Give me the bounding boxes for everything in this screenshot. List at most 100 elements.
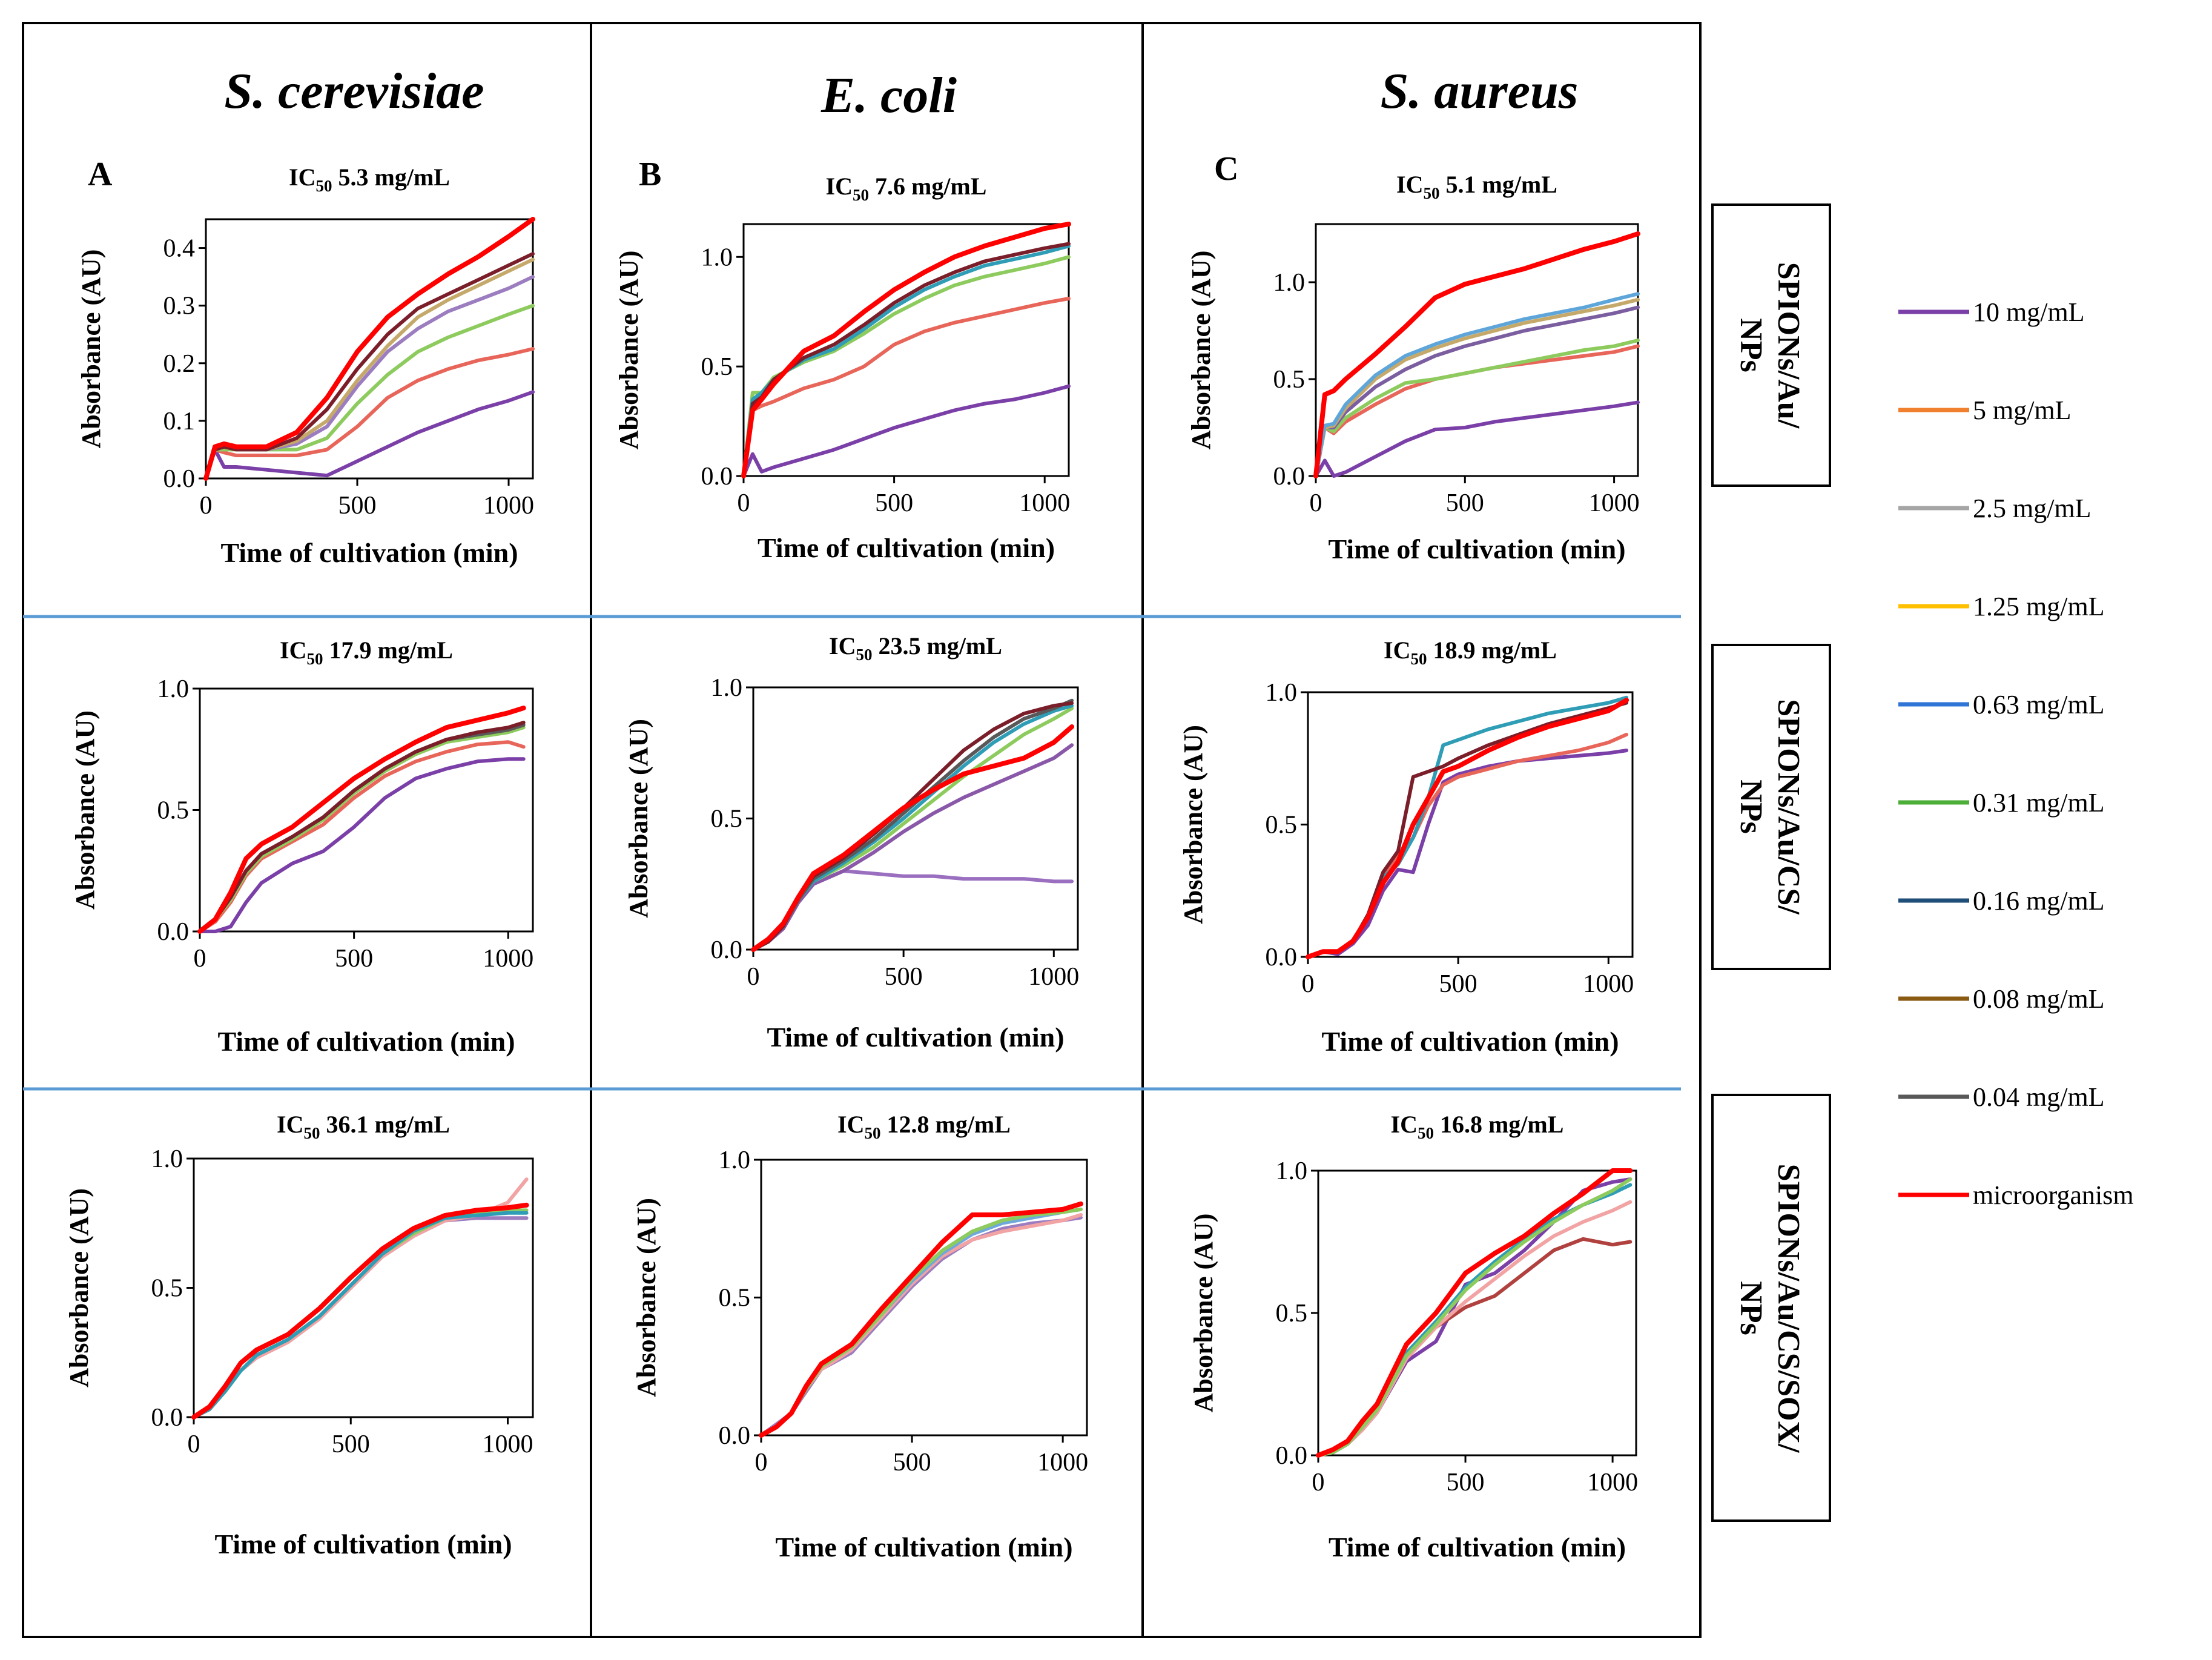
y-tick-label: 0.5	[701, 353, 733, 381]
y-axis-label: Absorbance (AU)	[614, 251, 644, 450]
x-tick-label: 500	[1439, 970, 1477, 998]
ic50-value: 36.1 mg/mL	[320, 1111, 450, 1138]
y-tick-label: 0.0	[701, 463, 733, 491]
ic50-subscript: 50	[1418, 1124, 1434, 1142]
x-tick-label: 0	[755, 1449, 768, 1476]
y-axis-label: Absorbance (AU)	[632, 1198, 661, 1397]
legend-entry: 0.08 mg/mL	[1898, 984, 2105, 1014]
outer-border	[22, 22, 1702, 1638]
chart-a2: IC50 17.9 mg/mL 0.0 0.5 1.0 0 500 1000 Time of …	[70, 637, 534, 1057]
chart-c2: IC50 18.9 mg/mL 0.0 0.5 1.0 0 500 1000 Time of …	[1178, 637, 1634, 1057]
np-label-frame	[1711, 203, 1831, 487]
series-line	[192, 1211, 529, 1419]
x-axis-label: Time of cultivation (min)	[1329, 1532, 1626, 1562]
ic50-subscript: 50	[304, 1124, 320, 1142]
ic50-subscript: 50	[316, 177, 332, 195]
series-line	[741, 222, 1071, 478]
ic50-label: IC	[1384, 637, 1410, 664]
chart-title: IC50 16.8 mg/mL	[1391, 1111, 1564, 1142]
ic50-label: IC	[837, 1111, 864, 1138]
x-tick-label: 500	[335, 945, 373, 973]
x-tick-label: 1000	[1019, 489, 1070, 517]
np-label-line-1: SPIONs/Au/CS/SOX/	[1771, 1164, 1806, 1453]
ic50-label: IC	[277, 1111, 303, 1138]
y-tick-label: 0.0	[163, 465, 196, 493]
ic50-label: IC	[826, 173, 853, 200]
series-line	[192, 1208, 529, 1419]
legend-entry: 0.16 mg/mL	[1898, 886, 2105, 916]
y-tick-label: 0.4	[163, 235, 196, 263]
y-tick-label: 0.0	[1266, 944, 1298, 971]
y-axis-label: Absorbance (AU)	[64, 1188, 94, 1387]
series-line	[742, 297, 1071, 478]
ic50-value: 16.8 mg/mL	[1434, 1111, 1563, 1138]
x-tick-label: 500	[885, 963, 923, 991]
y-tick-label: 0.0	[1273, 463, 1306, 491]
ic50-subscript: 50	[307, 650, 323, 668]
x-tick-label: 1000	[483, 1430, 533, 1458]
legend-label: 0.08 mg/mL	[1973, 984, 2105, 1014]
x-tick-label: 500	[1446, 489, 1484, 517]
ic50-label: IC	[829, 632, 856, 660]
legend-entry: microorganism	[1898, 1180, 2134, 1210]
series-line	[198, 740, 526, 933]
ic50-value: 18.9 mg/mL	[1427, 637, 1557, 664]
x-tick-label: 500	[338, 492, 377, 520]
x-axis-label: Time of cultivation (min)	[775, 1532, 1072, 1562]
np-label-line-1: SPIONs/Au/	[1771, 262, 1806, 429]
y-tick-label: 0.0	[1276, 1442, 1308, 1470]
x-tick-label: 0	[1312, 1469, 1325, 1496]
series-line	[751, 706, 1074, 951]
legend-label: 5 mg/mL	[1973, 395, 2072, 425]
y-axis-label: Absorbance (AU)	[624, 719, 653, 918]
np-label-frame	[1711, 644, 1831, 970]
x-axis-label: Time of cultivation (min)	[1321, 1026, 1619, 1057]
chart-title: IC50 5.3 mg/mL	[289, 164, 450, 195]
legend-label: 0.04 mg/mL	[1973, 1082, 2105, 1112]
y-tick-label: 0.3	[163, 293, 196, 320]
x-tick-label: 1000	[1037, 1449, 1088, 1476]
ic50-subscript: 50	[856, 646, 873, 664]
series-line	[751, 743, 1074, 951]
ic50-subscript: 50	[1424, 184, 1440, 202]
y-axis-label: Absorbance (AU)	[1189, 1214, 1218, 1413]
np-label-frame	[1711, 1094, 1831, 1522]
x-tick-label: 0	[1310, 489, 1322, 517]
y-axis-label: Absorbance (AU)	[76, 250, 106, 449]
organism-title-s-cerevisiae: S. cerevisiae	[224, 63, 484, 119]
series-line	[204, 390, 535, 480]
ic50-subscript: 50	[1411, 650, 1427, 668]
chart-grid: IC50 5.3 mg/mL0.00.10.20.30.40 500 1000Tim…	[64, 164, 1640, 1562]
ic50-value: 7.6 mg/mL	[869, 173, 986, 200]
series-line	[197, 706, 526, 934]
y-axis-label: Absorbance (AU)	[70, 710, 100, 910]
plot-area	[1307, 691, 1634, 958]
y-tick-label: 0.0	[711, 936, 743, 964]
series-line	[1306, 732, 1629, 959]
x-axis-label: Time of cultivation (min)	[767, 1022, 1064, 1053]
ic50-label: IC	[1396, 171, 1423, 198]
ic50-value: 12.8 mg/mL	[881, 1111, 1011, 1138]
legend-label: 0.63 mg/mL	[1973, 690, 2105, 719]
legend-entry: 10 mg/mL	[1898, 297, 2085, 327]
ic50-value: 5.1 mg/mL	[1440, 171, 1557, 198]
x-tick-label: 1000	[1589, 489, 1640, 517]
chart-title: IC50 17.9 mg/mL	[280, 637, 453, 668]
chart-title: IC50 12.8 mg/mL	[837, 1111, 1011, 1142]
panel-letter-c: C	[1214, 150, 1238, 188]
np-label-box-1: SPIONs/Au/ NPs	[1711, 203, 1831, 487]
series-line	[1306, 695, 1629, 959]
ic50-subscript: 50	[865, 1124, 881, 1142]
x-axis-label: Time of cultivation (min)	[217, 1026, 515, 1057]
panel-letter-b: B	[639, 156, 661, 193]
series-line	[204, 303, 535, 480]
organism-title-s-aureus: S. aureus	[1381, 63, 1579, 119]
figure-frame	[22, 22, 1702, 1638]
y-tick-label: 0.2	[163, 350, 196, 378]
series-line	[192, 1216, 529, 1419]
plot-area	[760, 1159, 1088, 1437]
x-axis-label: Time of cultivation (min)	[220, 537, 518, 568]
y-tick-label: 0.5	[719, 1285, 751, 1312]
chart-b1: IC50 7.6 mg/mL 0.0 0.5 1.0 0 500 1000 Time of c…	[614, 173, 1071, 563]
